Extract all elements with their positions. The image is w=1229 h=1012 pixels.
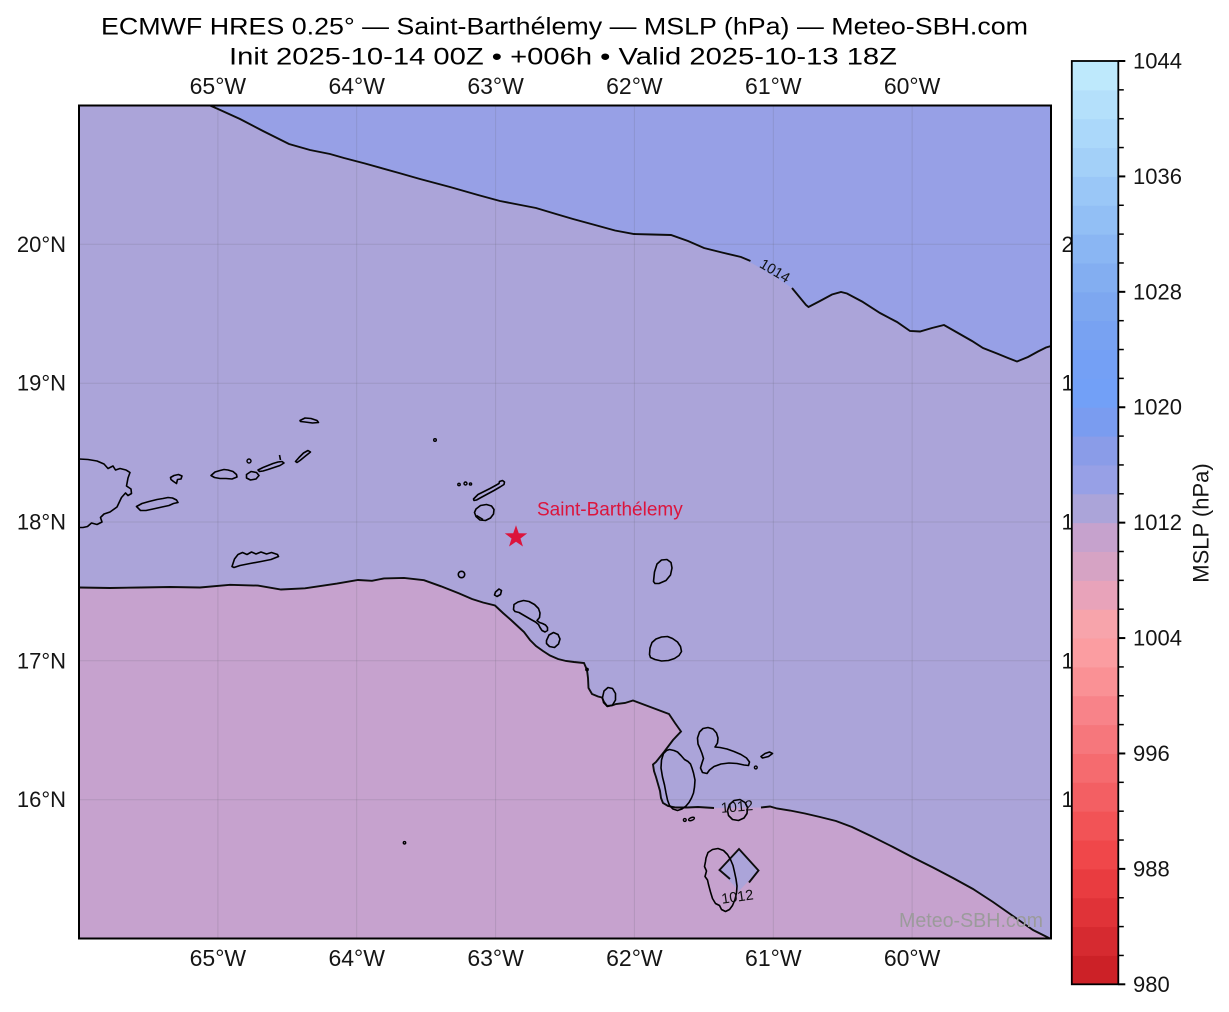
svg-text:Meteo-SBH.com: Meteo-SBH.com xyxy=(899,909,1043,932)
svg-text:1004: 1004 xyxy=(1133,626,1182,651)
svg-text:Init 2025-10-14 00Z • +006h •: Init 2025-10-14 00Z • +006h • Valid 2025… xyxy=(229,44,897,71)
svg-text:64°W: 64°W xyxy=(328,73,385,99)
svg-text:60°W: 60°W xyxy=(884,73,941,99)
svg-text:1020: 1020 xyxy=(1133,395,1182,420)
svg-text:19°N: 19°N xyxy=(17,371,66,396)
svg-text:61°W: 61°W xyxy=(745,73,802,99)
svg-text:62°W: 62°W xyxy=(606,945,663,971)
svg-text:1012: 1012 xyxy=(1133,510,1182,535)
svg-text:988: 988 xyxy=(1133,856,1170,881)
svg-text:65°W: 65°W xyxy=(190,73,247,99)
svg-text:61°W: 61°W xyxy=(745,945,802,971)
svg-text:980: 980 xyxy=(1133,972,1170,997)
svg-text:Saint-Barthélemy: Saint-Barthélemy xyxy=(537,500,683,521)
svg-text:60°W: 60°W xyxy=(884,945,941,971)
svg-text:20°N: 20°N xyxy=(17,232,66,257)
svg-text:16°N: 16°N xyxy=(17,787,66,812)
svg-text:62°W: 62°W xyxy=(606,73,663,99)
svg-text:64°W: 64°W xyxy=(328,945,385,971)
svg-text:1012: 1012 xyxy=(720,798,754,817)
svg-text:1028: 1028 xyxy=(1133,279,1182,304)
svg-text:996: 996 xyxy=(1133,741,1170,766)
svg-text:1044: 1044 xyxy=(1133,49,1182,74)
svg-text:17°N: 17°N xyxy=(17,648,66,673)
svg-text:65°W: 65°W xyxy=(190,945,247,971)
svg-text:MSLP (hPa): MSLP (hPa) xyxy=(1189,463,1214,582)
svg-text:1036: 1036 xyxy=(1133,164,1182,189)
svg-text:ECMWF HRES 0.25° — Saint-Barth: ECMWF HRES 0.25° — Saint-Barthélemy — MS… xyxy=(101,14,1028,41)
svg-text:63°W: 63°W xyxy=(467,73,524,99)
svg-text:18°N: 18°N xyxy=(17,510,66,535)
svg-text:1012: 1012 xyxy=(720,887,754,907)
svg-text:63°W: 63°W xyxy=(467,945,524,971)
